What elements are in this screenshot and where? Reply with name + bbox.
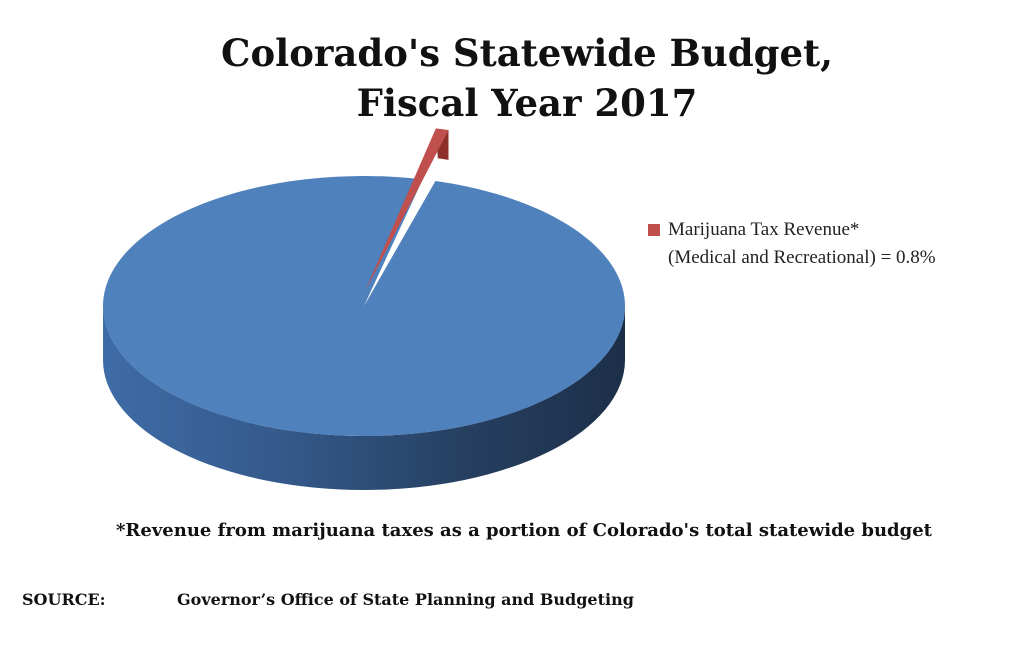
chart-legend: Marijuana Tax Revenue* (Medical and Recr… bbox=[648, 216, 936, 272]
chart-title: Colorado's Statewide Budget, Fiscal Year… bbox=[0, 28, 1024, 128]
footnote: *Revenue from marijuana taxes as a porti… bbox=[116, 520, 932, 541]
chart-title-line2: Fiscal Year 2017 bbox=[356, 81, 698, 125]
legend-label-line1: Marijuana Tax Revenue* bbox=[668, 219, 860, 240]
pie-slice-budget bbox=[102, 175, 625, 436]
legend-swatch-marijuana bbox=[648, 224, 660, 236]
source-text: Governor’s Office of State Planning and … bbox=[177, 590, 634, 609]
pie-slice-marijuana bbox=[364, 128, 449, 292]
source-label: SOURCE: bbox=[22, 590, 106, 609]
legend-label-line2: (Medical and Recreational) = 0.8% bbox=[668, 247, 936, 268]
chart-title-line1: Colorado's Statewide Budget, bbox=[221, 31, 833, 75]
pie-slice-side-budget bbox=[103, 306, 625, 490]
